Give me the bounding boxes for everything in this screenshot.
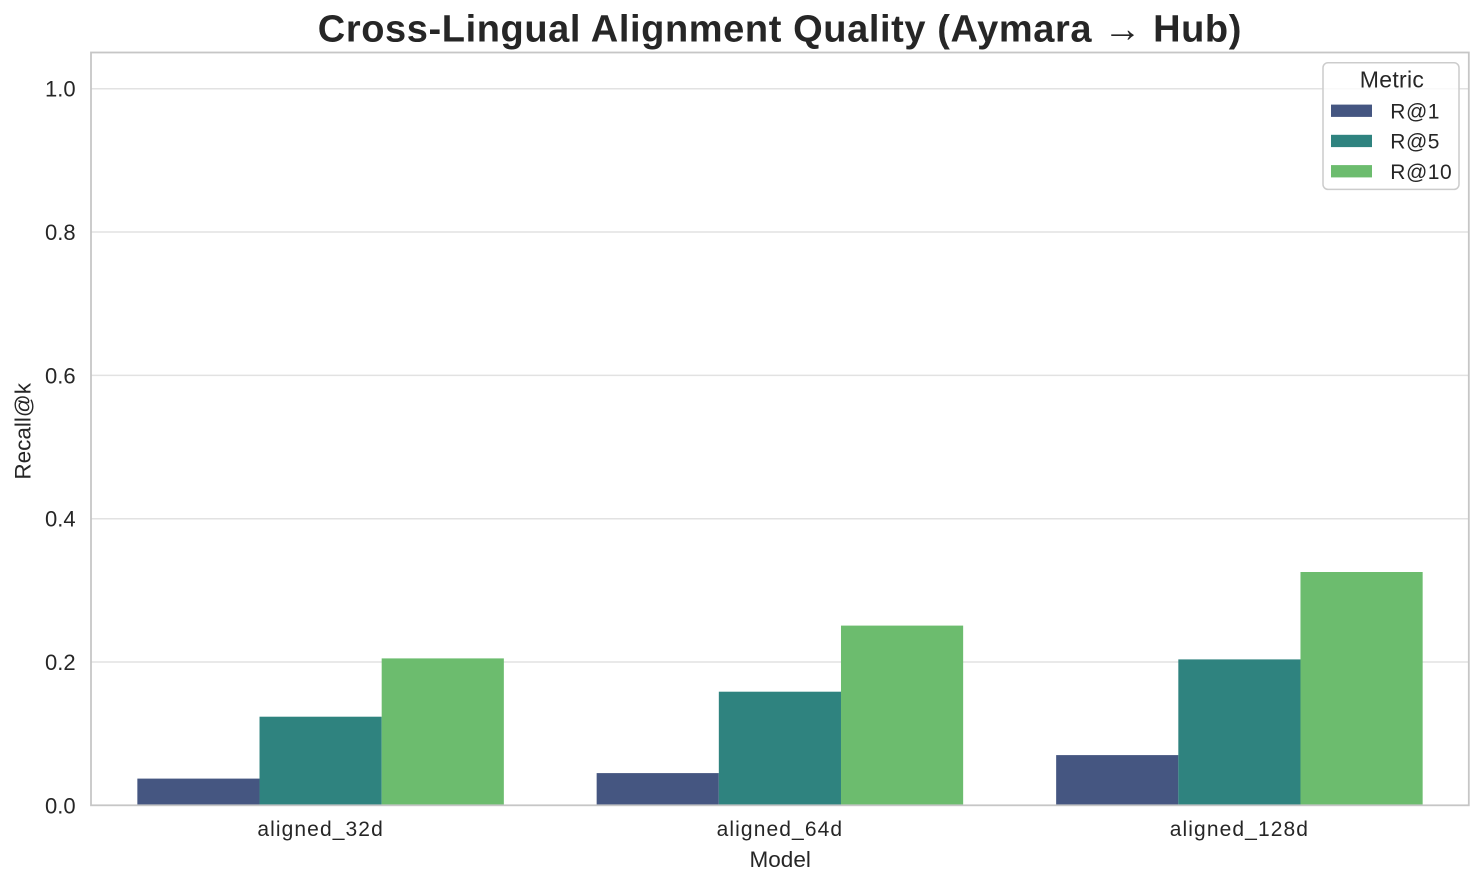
svg-text:0.0: 0.0 xyxy=(45,793,76,818)
svg-text:1.0: 1.0 xyxy=(45,77,76,102)
svg-text:aligned_64d: aligned_64d xyxy=(717,818,844,841)
svg-text:0.2: 0.2 xyxy=(45,650,76,675)
svg-text:0.4: 0.4 xyxy=(45,507,76,532)
svg-text:Recall@k: Recall@k xyxy=(11,382,36,479)
svg-text:R@10: R@10 xyxy=(1390,161,1452,184)
svg-text:aligned_128d: aligned_128d xyxy=(1170,818,1309,841)
svg-text:aligned_32d: aligned_32d xyxy=(257,818,384,841)
svg-text:0.8: 0.8 xyxy=(45,220,76,245)
svg-text:Cross-Lingual Alignment Qualit: Cross-Lingual Alignment Quality (Aymara … xyxy=(318,8,1242,50)
svg-text:Model: Model xyxy=(750,847,811,872)
svg-text:0.6: 0.6 xyxy=(45,363,76,388)
svg-text:R@5: R@5 xyxy=(1390,131,1440,154)
svg-text:Metric: Metric xyxy=(1360,66,1424,92)
svg-text:R@1: R@1 xyxy=(1390,100,1440,123)
